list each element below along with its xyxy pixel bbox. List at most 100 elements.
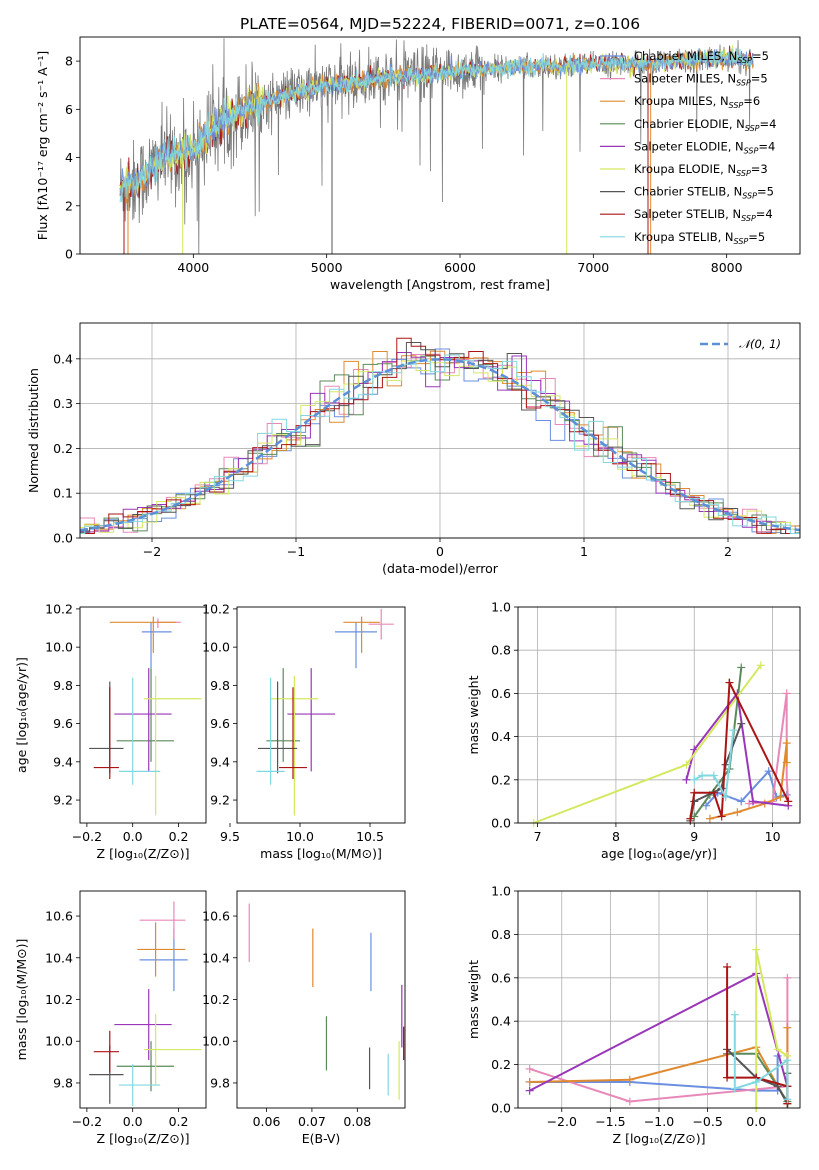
mass-weight-vs-age-frame: [517, 606, 801, 824]
mass-weight-vs-Z-axes: −2.0 −1.5 −1.0 −0.5 0.0 0.0 0.2 0.4 0.6 0.8 1.0: [491, 884, 800, 1129]
normal-legend-label: 𝒩(0, 1): [739, 337, 781, 351]
y-tick-label: 9.6: [53, 716, 73, 731]
residuals-plot: [80, 337, 800, 534]
mass-weight-vs-Z-xlabel: Z [log₁₀(Z/Z⊙)]: [613, 1131, 706, 1146]
weight-line: [693, 729, 735, 801]
spectrum-legend: Chabrier MILES, NSSP=5 Salpeter MILES, NS…: [600, 49, 776, 246]
mass-weight-vs-age-xlabel: age [log₁₀(age/yr)]: [601, 846, 717, 861]
spectrum-frame: [79, 36, 801, 255]
age-vs-Z-frame: [79, 606, 207, 824]
y-tick-label: 9.8: [210, 1075, 230, 1090]
x-tick-label: −0.2: [72, 1114, 102, 1129]
legend-label: Salpeter MILES, NSSP=5: [634, 72, 768, 88]
y-tick-label: 10.2: [45, 601, 73, 616]
y-tick-label: 10.0: [202, 640, 230, 655]
y-tick-label: 0.6: [491, 970, 511, 985]
x-tick-label: 0.2: [169, 829, 189, 844]
mass-weight-vs-Z-ylabel: mass weight: [466, 960, 481, 1039]
x-tick-label: −2.0: [547, 1114, 577, 1129]
y-tick-label: 9.8: [210, 678, 230, 693]
y-tick-label: 10.2: [202, 601, 230, 616]
x-tick-label: 0.07: [298, 1114, 326, 1129]
age-vs-mass-frame: [236, 606, 406, 824]
y-tick-label: 9.2: [53, 793, 73, 808]
mass-vs-Z-ylabel: mass [log₁₀(M/M⊙)]: [14, 939, 29, 1061]
mass-weight-vs-Z-plot: [525, 945, 792, 1112]
mass-vs-ebv-xlabel: E(B-V): [302, 1131, 341, 1146]
x-tick-label: 1: [580, 544, 588, 559]
x-tick-label: 0.06: [253, 1114, 281, 1129]
x-tick-label: −0.2: [72, 829, 102, 844]
x-tick-label: 0.0: [123, 1114, 143, 1129]
y-tick-label: 10.4: [202, 950, 230, 965]
spectrum-axes: 4000 5000 6000 7000 8000 0 2 4 6 8: [65, 54, 743, 275]
weight-line: [693, 667, 743, 818]
x-tick-label: 8000: [711, 260, 743, 275]
x-tick-label: 7: [534, 829, 542, 844]
y-tick-label: 0.0: [491, 816, 511, 831]
age-vs-Z-plot: [89, 616, 202, 816]
y-tick-label: 0.0: [491, 1101, 511, 1116]
y-tick-label: 0.4: [53, 351, 73, 366]
legend-label: Salpeter ELODIE, NSSP=4: [634, 139, 775, 155]
y-tick-label: 1.0: [491, 600, 511, 615]
histogram-steps: [80, 342, 800, 534]
y-tick-label: 0.2: [491, 772, 511, 787]
model-spectrum: [119, 47, 754, 203]
y-tick-label: 4: [65, 150, 73, 165]
legend-label: Salpeter STELIB, NSSP=4: [634, 207, 773, 223]
y-tick-label: 9.8: [53, 1075, 73, 1090]
x-tick-label: 9.5: [220, 829, 240, 844]
y-tick-label: 0: [65, 247, 73, 262]
age-vs-mass-xlabel: mass [log₁₀(M/M⊙)]: [260, 846, 382, 861]
y-tick-label: 9.6: [210, 716, 230, 731]
legend-label: Kroupa MILES, NSSP=6: [634, 94, 760, 110]
y-tick-label: 10.6: [45, 909, 73, 924]
x-tick-label: 5000: [311, 260, 343, 275]
mass-vs-ebv-plot: [248, 903, 405, 1100]
weight-line: [689, 678, 790, 819]
x-tick-label: 4000: [177, 260, 209, 275]
y-tick-label: 10.0: [202, 1034, 230, 1049]
x-tick-label: −2: [143, 544, 161, 559]
residuals-frame: [79, 322, 801, 539]
y-tick-label: 1.0: [491, 884, 511, 899]
x-tick-label: 10.5: [356, 829, 384, 844]
age-vs-Z-xlabel: Z [log₁₀(Z/Z⊙)]: [97, 846, 190, 861]
mass-vs-Z-axes: −0.2 0.0 0.2 9.8 10.0 10.2 10.4 10.6: [45, 909, 188, 1129]
x-tick-label: 0.0: [123, 829, 143, 844]
y-tick-label: 10.0: [45, 1034, 73, 1049]
x-tick-label: 7000: [577, 260, 609, 275]
y-tick-label: 10.0: [45, 640, 73, 655]
mass-vs-Z-frame: [79, 890, 207, 1109]
mass-vs-ebv-frame: [236, 890, 406, 1109]
x-tick-label: 0.2: [169, 1114, 189, 1129]
age-vs-Z-ylabel: age [log₁₀(age/yr)]: [14, 657, 29, 773]
x-tick-label: −1.0: [644, 1114, 674, 1129]
age-vs-mass-plot: [256, 608, 394, 816]
spectrum-plot: [119, 38, 754, 254]
spectrum-ylabel: Flux [fλ10⁻¹⁷ erg cm⁻² s⁻¹ A⁻¹]: [35, 51, 50, 240]
x-tick-label: 10: [765, 829, 781, 844]
legend-label: Chabrier ELODIE, NSSP=4: [634, 117, 776, 133]
mass-weight-vs-Z-frame: [517, 890, 801, 1109]
y-tick-label: 0.3: [53, 396, 73, 411]
x-tick-label: 0.0: [746, 1114, 766, 1129]
spectrum-xlabel: wavelength [Angstrom, rest frame]: [330, 277, 550, 292]
legend-label: Chabrier STELIB, NSSP=5: [634, 185, 774, 201]
x-tick-label: 0.08: [343, 1114, 371, 1129]
x-tick-label: 6000: [444, 260, 476, 275]
x-tick-label: 2: [724, 544, 732, 559]
y-tick-label: 10.6: [202, 909, 230, 924]
y-tick-label: 0.2: [491, 1057, 511, 1072]
y-tick-label: 10.2: [202, 992, 230, 1007]
y-tick-label: 10.4: [45, 950, 73, 965]
residuals-ylabel: Normed distribution: [26, 368, 41, 493]
legend-label: Kroupa STELIB, NSSP=5: [634, 230, 765, 246]
mass-vs-ebv-axes: 0.06 0.07 0.08 9.8 10.0 10.2 10.4 10.6: [202, 909, 371, 1129]
x-tick-label: −1.5: [595, 1114, 625, 1129]
y-tick-label: 9.4: [53, 754, 73, 769]
x-tick-label: 0: [436, 544, 444, 559]
normal-curve: [80, 358, 800, 532]
